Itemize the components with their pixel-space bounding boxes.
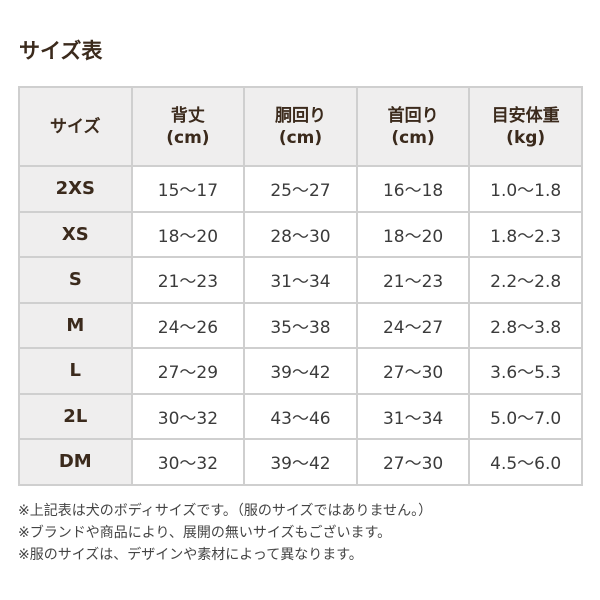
value-cell: 4.5〜6.0 (468, 438, 583, 486)
value-cell: 18〜20 (355, 210, 471, 258)
value-cell: 31〜34 (243, 256, 358, 304)
value-cell: 28〜30 (243, 210, 358, 258)
size-table: サイズ 背丈 (cm) 胴回り (cm) 首回り (cm) 目安体重 (kg) 2XS 15〜17… (18, 86, 583, 486)
header-unit: (cm) (391, 127, 435, 148)
size-cell: S (18, 256, 133, 304)
value-cell: 3.6〜5.3 (468, 347, 583, 395)
header-label: 目安体重 (491, 105, 560, 126)
table-row: L 27〜29 39〜42 27〜30 3.6〜5.3 (18, 347, 583, 395)
note: ※ブランドや商品により、展開の無いサイズもございます。 (18, 525, 392, 541)
value-cell: 35〜38 (243, 301, 358, 349)
size-cell: M (18, 301, 133, 349)
table-header-row: サイズ 背丈 (cm) 胴回り (cm) 首回り (cm) 目安体重 (kg) (18, 86, 583, 167)
value-cell: 31〜34 (355, 392, 471, 440)
value-cell: 18〜20 (130, 210, 246, 258)
value-cell: 43〜46 (243, 392, 358, 440)
value-cell: 1.8〜2.3 (468, 210, 583, 258)
value-cell: 30〜32 (130, 392, 246, 440)
column-header: 胴回り (cm) (243, 86, 358, 167)
table-row: XS 18〜20 28〜30 18〜20 1.8〜2.3 (18, 210, 583, 258)
value-cell: 1.0〜1.8 (468, 165, 583, 213)
table-row: M 24〜26 35〜38 24〜27 2.8〜3.8 (18, 301, 583, 349)
value-cell: 24〜27 (355, 301, 471, 349)
value-cell: 2.8〜3.8 (468, 301, 583, 349)
header-label: 背丈 (170, 105, 205, 126)
notes: ※上記表は犬のボディサイズです。（服のサイズではありません。） ※ブランドや商品… (18, 500, 432, 566)
table-row: S 21〜23 31〜34 21〜23 2.2〜2.8 (18, 256, 583, 304)
value-cell: 25〜27 (243, 165, 358, 213)
column-header: サイズ (18, 86, 133, 167)
header-label: サイズ (50, 116, 101, 137)
size-cell: 2XS (18, 165, 133, 213)
size-cell: DM (18, 438, 133, 486)
value-cell: 5.0〜7.0 (468, 392, 583, 440)
table-row: 2XS 15〜17 25〜27 16〜18 1.0〜1.8 (18, 165, 583, 213)
size-cell: 2L (18, 392, 133, 440)
value-cell: 15〜17 (130, 165, 246, 213)
note: ※服のサイズは、デザインや素材によって異なります。 (18, 547, 363, 563)
table-row: DM 30〜32 39〜42 27〜30 4.5〜6.0 (18, 438, 583, 486)
value-cell: 39〜42 (243, 347, 358, 395)
value-cell: 27〜30 (355, 347, 471, 395)
header-label: 胴回り (274, 105, 326, 126)
note: ※上記表は犬のボディサイズです。（服のサイズではありません。） (18, 503, 433, 519)
page-title: サイズ表 (19, 39, 103, 63)
column-header: 背丈 (cm) (130, 86, 246, 167)
size-cell: L (18, 347, 133, 395)
value-cell: 27〜29 (130, 347, 246, 395)
value-cell: 27〜30 (355, 438, 471, 486)
value-cell: 21〜23 (355, 256, 471, 304)
value-cell: 39〜42 (243, 438, 358, 486)
header-unit: (cm) (278, 127, 323, 148)
header-label: 首回り (387, 105, 439, 126)
column-header: 目安体重 (kg) (468, 86, 583, 167)
value-cell: 16〜18 (355, 165, 471, 213)
table-row: 2L 30〜32 43〜46 31〜34 5.0〜7.0 (18, 392, 583, 440)
header-unit: (kg) (506, 127, 546, 148)
size-cell: XS (18, 210, 133, 258)
value-cell: 24〜26 (130, 301, 246, 349)
value-cell: 2.2〜2.8 (468, 256, 583, 304)
column-header: 首回り (cm) (355, 86, 471, 167)
value-cell: 30〜32 (130, 438, 246, 486)
header-unit: (cm) (166, 127, 210, 148)
value-cell: 21〜23 (130, 256, 246, 304)
